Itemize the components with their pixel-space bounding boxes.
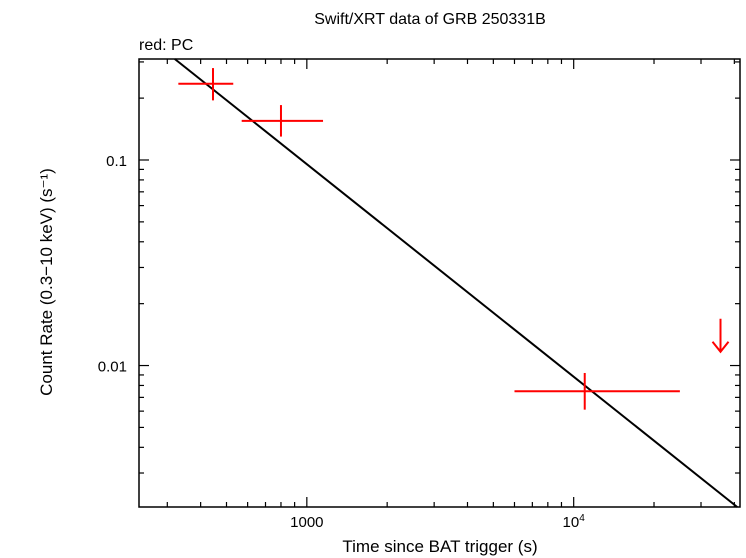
data-point (178, 68, 234, 101)
x-tick-label: 104 (563, 513, 586, 531)
chart-subtitle: red: PC (139, 37, 193, 54)
data-point (514, 372, 680, 410)
data-point (241, 105, 324, 137)
model-line (174, 58, 738, 508)
model-line-layer (174, 58, 738, 508)
data-point-layer (178, 68, 730, 410)
y-tick-label: 0.1 (106, 153, 127, 170)
x-tick-label: 1000 (290, 514, 323, 531)
axis-tick-labels: 1000 104 0.1 0.01 (98, 153, 585, 531)
upper-limit-arrowhead (711, 341, 730, 354)
chart-title: Swift/XRT data of GRB 250331B (314, 11, 546, 28)
y-axis-label: Count Rate (0.3−10 keV) (s⁻¹) (37, 168, 56, 396)
upper-limit-marker (711, 318, 730, 354)
x-axis-label: Time since BAT trigger (s) (342, 537, 537, 556)
axis-ticks (139, 59, 740, 507)
plot-frame (138, 58, 741, 508)
y-tick-label: 0.01 (98, 359, 127, 376)
